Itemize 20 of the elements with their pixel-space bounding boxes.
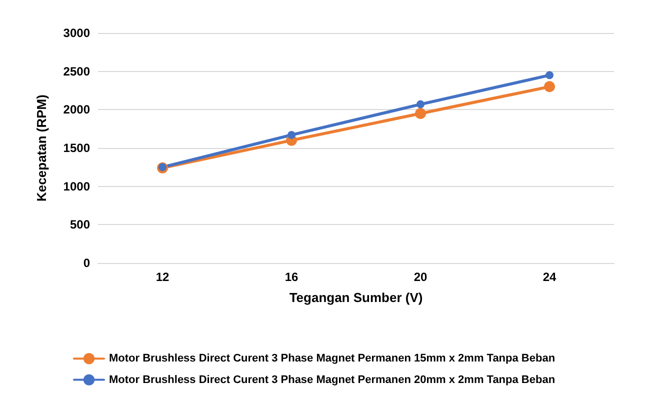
- point: [288, 130, 296, 139]
- x-tick-label: 12: [156, 270, 170, 284]
- y-tick-label: 2000: [63, 102, 90, 117]
- y-axis-title: Kecepatan (RPM): [34, 94, 49, 202]
- y-tick-label: 3000: [63, 26, 90, 40]
- point: [544, 81, 555, 92]
- legend-label: Motor Brushless Direct Curent 3 Phase Magnet Permanen 20mm x 2mm Tanpa Beban: [109, 374, 556, 386]
- x-axis-title: Tegangan Sumber (V): [289, 290, 423, 305]
- y-tick-label: 0: [83, 256, 90, 270]
- x-tick-label: 16: [284, 270, 298, 284]
- y-tick-label: 1500: [63, 141, 90, 155]
- y-tick-label: 2500: [63, 64, 90, 78]
- point: [546, 71, 554, 80]
- x-tick-label: 20: [414, 270, 428, 284]
- point: [416, 100, 424, 108]
- point: [415, 108, 426, 119]
- x-tick-label: 24: [542, 270, 556, 284]
- y-tick-label: 1000: [63, 179, 90, 194]
- legend-label: Motor Brushless Direct Curent 3 Phase Magnet Permanen 15mm x 2mm Tanpa Beban: [109, 352, 556, 365]
- y-tick-label: 500: [70, 218, 90, 232]
